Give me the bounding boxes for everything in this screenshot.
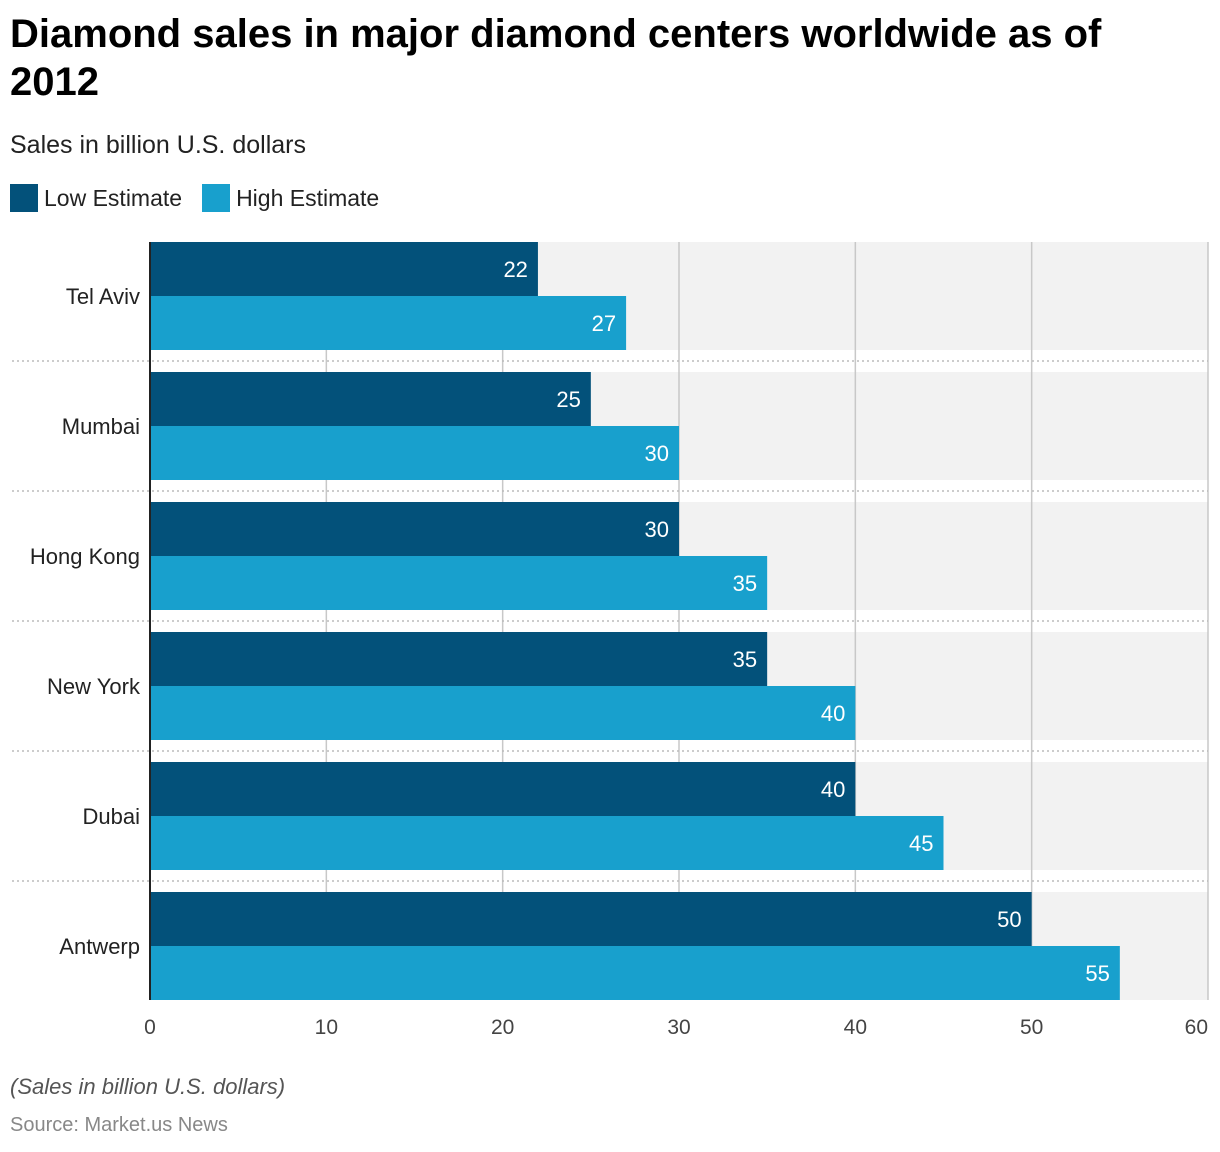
bar-low-estimate	[150, 372, 591, 426]
data-label: 40	[821, 701, 845, 726]
x-tick-label: 20	[491, 1016, 514, 1039]
chart-title: Diamond sales in major diamond centers w…	[10, 12, 1102, 104]
x-tick-label: 50	[1020, 1016, 1043, 1039]
chart-subtitle: Sales in billion U.S. dollars	[10, 131, 306, 159]
bar-low-estimate	[150, 892, 1032, 946]
data-label: 27	[592, 311, 616, 336]
legend-item-low-estimate: Low Estimate	[10, 184, 182, 212]
category-label: Dubai	[83, 804, 140, 829]
bar-low-estimate	[150, 502, 679, 556]
legend-label-low-estimate: Low Estimate	[44, 184, 183, 211]
bar-high-estimate	[150, 686, 856, 740]
bar-low-estimate	[150, 242, 538, 296]
data-label: 35	[733, 647, 757, 672]
bar-high-estimate	[150, 426, 679, 480]
x-tick-label: 60	[1185, 1016, 1208, 1039]
category-label: Hong Kong	[30, 544, 140, 569]
data-label: 30	[645, 517, 669, 542]
chart-legend: Low Estimate High Estimate	[10, 184, 399, 212]
bar-chart: 22 27 Tel Aviv 25 30 Mumbai 30 35 Hong Kong 35 40 N…	[12, 242, 1209, 1039]
bar-high-estimate	[150, 816, 944, 870]
bar-high-estimate	[150, 556, 768, 610]
bar-high-estimate	[150, 946, 1120, 1000]
category-label: Antwerp	[59, 934, 140, 959]
x-tick-label: 40	[844, 1016, 867, 1039]
bar-high-estimate	[150, 296, 627, 350]
data-label: 45	[909, 831, 933, 856]
chart-source: Source: Market.us News	[10, 1114, 228, 1136]
data-label: 25	[556, 387, 580, 412]
data-label: 35	[733, 571, 757, 596]
data-label: 40	[821, 777, 845, 802]
legend-swatch-low-estimate	[10, 184, 38, 212]
category-label: New York	[47, 674, 141, 699]
data-label: 22	[503, 257, 527, 282]
category-label: Tel Aviv	[66, 284, 140, 309]
legend-swatch-high-estimate	[202, 184, 231, 212]
x-tick-label: 10	[315, 1016, 338, 1039]
bar-low-estimate	[150, 762, 856, 816]
legend-label-high-estimate: High Estimate	[236, 184, 380, 211]
data-label: 55	[1085, 961, 1109, 986]
chart-note: (Sales in billion U.S. dollars)	[10, 1074, 286, 1099]
data-label: 30	[645, 441, 669, 466]
data-label: 50	[997, 907, 1021, 932]
bar-low-estimate	[150, 632, 768, 686]
legend-item-high-estimate: High Estimate	[202, 184, 379, 212]
x-tick-label: 0	[144, 1016, 156, 1039]
category-label: Mumbai	[62, 414, 140, 439]
x-tick-label: 30	[667, 1016, 690, 1039]
